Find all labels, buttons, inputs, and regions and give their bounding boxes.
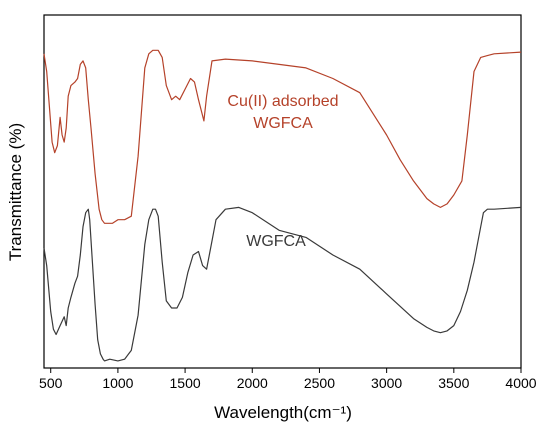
series-label-line: WGFCA	[253, 115, 313, 132]
series-layer	[43, 49, 522, 362]
x-tick-label: 2000	[237, 375, 268, 391]
series-label-wgfca: WGFCA	[246, 233, 306, 250]
series-line-wgfca	[43, 206, 522, 362]
x-tick-label: 1000	[102, 375, 133, 391]
series-label-cu-adsorbed: Cu(II) adsorbed WGFCA	[227, 93, 338, 132]
x-axis: 500 1000 1500 2000 2500 3000 3500 4000	[39, 368, 537, 391]
x-tick-label: 3000	[371, 375, 402, 391]
series-line-cu-adsorbed	[43, 49, 522, 224]
x-tick-label: 3500	[438, 375, 469, 391]
plot-frame	[43, 14, 522, 369]
x-tick-label: 1500	[170, 375, 201, 391]
x-axis-label: Wavelength(cm⁻¹)	[214, 403, 352, 422]
y-axis-label: Transmittance (%)	[6, 123, 25, 261]
series-label-line: Cu(II) adsorbed	[227, 93, 338, 110]
x-tick-label: 2500	[304, 375, 335, 391]
x-tick-label: 4000	[505, 375, 536, 391]
x-tick-label: 500	[39, 375, 63, 391]
series-label-line: WGFCA	[246, 233, 306, 250]
